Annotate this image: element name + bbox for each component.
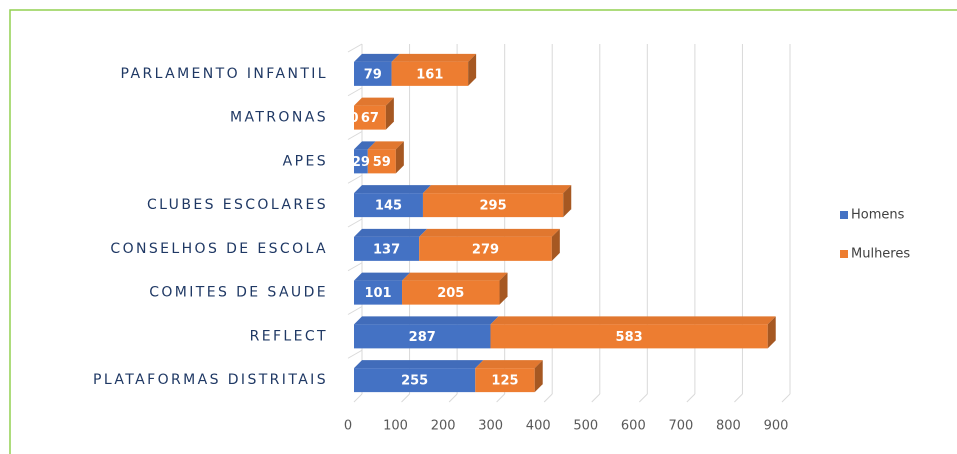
bar-top	[419, 228, 560, 237]
bar-top	[402, 272, 508, 281]
bar	[354, 105, 386, 130]
data-label: 295	[480, 199, 507, 214]
grid-line	[638, 393, 648, 403]
category-label: PARLAMENTO INFANTIL	[121, 66, 328, 82]
frame	[9, 9, 957, 454]
grid-line	[781, 393, 791, 403]
bar	[422, 193, 564, 218]
x-tick-label: 400	[526, 419, 551, 434]
category-label: CONSELHOS DE ESCOLA	[110, 241, 328, 257]
bar-top	[475, 360, 543, 369]
grid-line	[496, 393, 506, 403]
legend-swatch	[840, 250, 848, 258]
bar	[354, 280, 403, 305]
category-label: APES	[283, 153, 328, 169]
x-tick-label: 0	[344, 419, 352, 434]
data-label: 255	[401, 374, 428, 389]
grid-line	[353, 393, 363, 403]
bar-top	[354, 316, 499, 325]
legend-label: Mulheres	[851, 247, 910, 262]
data-label: 583	[616, 330, 643, 345]
category-label: CLUBES ESCOLARES	[147, 197, 328, 213]
bar-top	[354, 97, 394, 106]
row-divider	[347, 218, 363, 228]
bar-side	[563, 185, 572, 218]
data-label: 205	[437, 286, 464, 301]
x-tick-label: 800	[716, 419, 741, 434]
bar-top	[490, 316, 776, 325]
data-label: 101	[364, 286, 391, 301]
data-label: 67	[361, 111, 379, 126]
data-label: 145	[375, 199, 402, 214]
data-label: 279	[472, 242, 499, 257]
bar	[419, 236, 552, 261]
category-label: MATRONAS	[230, 110, 328, 126]
x-tick-label: 100	[383, 419, 408, 434]
bar-side	[767, 316, 776, 349]
bar	[402, 280, 500, 305]
row-divider	[347, 131, 363, 140]
bar-side	[534, 360, 543, 393]
row-divider	[347, 349, 363, 359]
row-divider	[347, 43, 363, 53]
bar-top	[354, 141, 376, 150]
grid-line	[401, 393, 410, 403]
bar	[354, 61, 392, 86]
bar	[367, 149, 396, 174]
data-label: 161	[416, 67, 443, 82]
data-label: 59	[373, 155, 391, 170]
bar	[490, 324, 768, 349]
bar	[354, 149, 368, 174]
data-label: 137	[373, 242, 400, 257]
data-label: 287	[409, 330, 436, 345]
bar	[354, 193, 423, 218]
bar-side	[468, 53, 477, 86]
bar-top	[367, 141, 404, 150]
data-label: 79	[364, 67, 382, 82]
bar	[391, 61, 469, 86]
x-tick-label: 700	[668, 419, 693, 434]
bar-top	[354, 360, 484, 369]
bar	[475, 368, 535, 393]
bar	[354, 324, 491, 349]
row-divider	[347, 262, 363, 272]
bar-top	[354, 228, 428, 237]
data-label: 0	[349, 111, 358, 126]
row-divider	[347, 306, 363, 315]
x-tick-label: 500	[573, 419, 598, 434]
bar-side	[385, 97, 394, 130]
bar-top	[391, 53, 477, 62]
x-tick-label: 200	[431, 419, 456, 434]
bar	[354, 236, 420, 261]
bar-top	[354, 53, 400, 62]
grid-line	[686, 393, 696, 403]
bar-side	[551, 228, 560, 261]
x-tick-label: 600	[621, 419, 646, 434]
category-label: PLATAFORMAS DISTRITAIS	[93, 372, 328, 388]
x-tick-label: 300	[478, 419, 503, 434]
legend-swatch	[840, 211, 848, 219]
grid-line	[591, 393, 601, 403]
x-tick-label: 900	[764, 419, 789, 434]
grid-line	[734, 393, 743, 403]
row-divider	[347, 174, 363, 184]
grid-line	[543, 393, 553, 403]
bar-top	[354, 185, 431, 194]
bar-top	[422, 185, 572, 194]
bar-side	[499, 272, 508, 305]
category-label: COMITES DE SAUDE	[149, 285, 328, 301]
data-label: 125	[491, 374, 518, 389]
bar	[354, 368, 476, 393]
bar-side	[395, 141, 404, 174]
bar-top	[354, 272, 411, 281]
grid-line	[448, 393, 458, 403]
category-label: REFLECT	[250, 328, 328, 344]
row-divider	[347, 87, 363, 97]
data-label: 29	[352, 155, 370, 170]
legend-label: Homens	[851, 208, 905, 223]
